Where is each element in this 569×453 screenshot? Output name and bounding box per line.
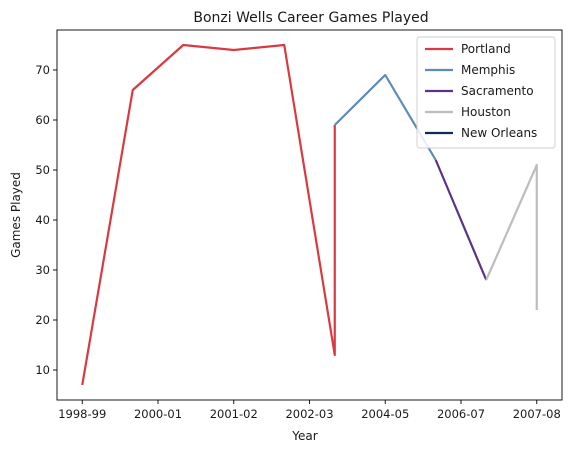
y-tick-label: 30 xyxy=(35,263,50,277)
legend-box xyxy=(416,36,556,149)
x-tick-label: 1998-99 xyxy=(58,407,106,421)
x-tick-label: 2006-07 xyxy=(437,407,485,421)
legend-label: New Orleans xyxy=(461,126,537,140)
series-line-sacramento xyxy=(434,159,488,281)
legend-label: Houston xyxy=(461,105,511,119)
x-tick-label: 2004-05 xyxy=(361,407,409,421)
y-tick-label: 60 xyxy=(35,113,50,127)
series-line-houston xyxy=(485,163,538,310)
x-tick-label: 2001-02 xyxy=(210,407,258,421)
y-tick-label: 40 xyxy=(35,213,50,227)
x-tick-label: 2007-08 xyxy=(513,407,561,421)
x-tick-label: 2002-03 xyxy=(285,407,333,421)
legend-label: Memphis xyxy=(461,63,515,77)
y-axis-title: Games Played xyxy=(9,172,23,258)
x-axis-title: Year xyxy=(291,429,317,443)
x-tick-label: 2000-01 xyxy=(134,407,182,421)
legend: Portland Memphis Sacramento Houston New Orle… xyxy=(416,36,556,149)
y-axis: 10 20 30 40 50 60 70 xyxy=(35,63,57,377)
chart-title: Bonzi Wells Career Games Played xyxy=(193,10,428,26)
x-axis: 1998-99 2000-01 2001-02 2002-03 2004-05 2006-… xyxy=(58,400,561,421)
y-tick-label: 50 xyxy=(35,163,50,177)
y-tick-label: 10 xyxy=(35,363,50,377)
legend-label: Sacramento xyxy=(461,84,534,98)
y-tick-label: 20 xyxy=(35,313,50,327)
legend-label: Portland xyxy=(461,42,511,56)
y-tick-label: 70 xyxy=(35,63,50,77)
series-line-portland xyxy=(81,43,336,386)
